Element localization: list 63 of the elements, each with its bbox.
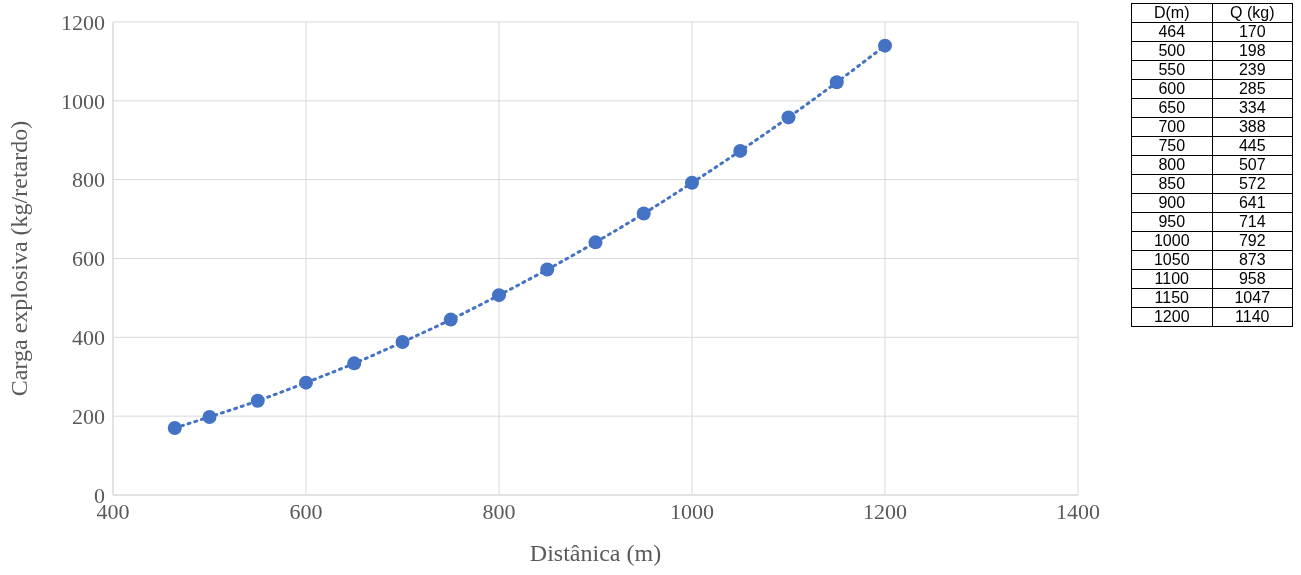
text: 700 [1131, 117, 1212, 137]
text: 1047 [1212, 288, 1293, 308]
y-axis-title: Carga explosiva (kg/retardo) [5, 120, 32, 397]
point [636, 206, 651, 221]
x-tick-label: 1400 [1056, 498, 1100, 524]
text: Q (kg) [1212, 3, 1293, 23]
text: 500 [1131, 41, 1212, 61]
point [588, 235, 603, 250]
point [685, 175, 699, 190]
text: 1000 [1131, 231, 1212, 251]
text: 445 [1212, 136, 1293, 156]
text: 850 [1131, 174, 1212, 194]
point [299, 375, 313, 390]
y-tick-label: 600 [72, 246, 105, 272]
point [781, 110, 796, 125]
point [540, 262, 555, 277]
x-axis-title: Distânica (m) [529, 540, 662, 566]
y-tick-label: 400 [72, 325, 105, 351]
text: 958 [1212, 269, 1293, 289]
x-tick-label: 800 [482, 498, 516, 524]
text: 714 [1212, 212, 1293, 232]
text: 170 [1212, 22, 1293, 42]
point [492, 288, 506, 303]
text: 1150 [1131, 288, 1212, 308]
text: 507 [1212, 155, 1293, 175]
text: 900 [1131, 193, 1212, 213]
y-tick-label: 200 [72, 403, 105, 429]
point [395, 335, 410, 350]
x-tick-label: 600 [289, 498, 323, 524]
text: 572 [1212, 174, 1293, 194]
text: 641 [1212, 193, 1293, 213]
point [733, 143, 748, 158]
text: 600 [1131, 79, 1212, 99]
point [443, 312, 458, 327]
y-tick-label: 1000 [61, 88, 105, 114]
text: 792 [1212, 231, 1293, 251]
point [829, 75, 844, 90]
text: 388 [1212, 117, 1293, 137]
text: 750 [1131, 136, 1212, 156]
point [878, 38, 892, 53]
y-tick-label: 800 [72, 167, 105, 193]
text: 1140 [1212, 307, 1293, 327]
point [347, 356, 362, 371]
text: 1200 [1131, 307, 1212, 327]
text: 464 [1131, 22, 1212, 42]
text: 239 [1212, 60, 1293, 80]
text: 873 [1212, 250, 1293, 270]
point [167, 420, 182, 435]
text: 650 [1131, 98, 1212, 118]
text: 800 [1131, 155, 1212, 175]
x-tick-label: 1200 [863, 498, 907, 524]
text: 950 [1131, 212, 1212, 232]
text: 550 [1131, 60, 1212, 80]
x-tick-label: 1000 [670, 498, 714, 524]
point [202, 409, 217, 424]
text: 1100 [1131, 269, 1212, 289]
text: 334 [1212, 98, 1293, 118]
text: 285 [1212, 79, 1293, 99]
text: 1050 [1131, 250, 1212, 270]
point [250, 393, 265, 408]
text: D(m) [1131, 3, 1212, 23]
y-tick-label: 1200 [61, 9, 105, 35]
text: 198 [1212, 41, 1293, 61]
